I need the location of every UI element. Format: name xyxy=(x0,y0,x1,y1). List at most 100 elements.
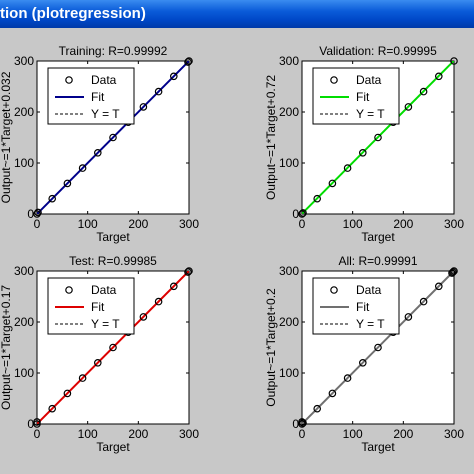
training-x-label: Target xyxy=(96,230,130,244)
all-data-point xyxy=(298,418,306,426)
test-data-point xyxy=(139,313,148,321)
validation-data-point xyxy=(374,133,382,142)
training-title: Training: R=0.99992 xyxy=(59,44,168,58)
all-y-tick-label: 200 xyxy=(279,315,299,329)
validation-fit-line xyxy=(302,61,454,214)
validation-data-point xyxy=(434,72,443,81)
validation-data-point xyxy=(313,194,322,203)
all-x-tick-label: 200 xyxy=(393,427,413,441)
validation-x-tick-label: 200 xyxy=(393,217,413,231)
validation-data-point xyxy=(299,209,307,217)
all-title: All: R=0.99991 xyxy=(338,254,417,268)
test-data-point xyxy=(184,268,192,276)
test-data-point xyxy=(33,418,41,426)
test-series xyxy=(37,271,189,424)
test-data-point xyxy=(109,343,117,352)
training-data-point xyxy=(109,133,117,142)
validation-x-tick-label: 0 xyxy=(299,217,306,231)
test-data-point xyxy=(154,297,163,306)
validation-y-tick-label: 100 xyxy=(279,156,299,170)
validation-x-label: Target xyxy=(361,230,395,244)
all-legend: Data Fit Y = T xyxy=(312,277,400,335)
training-y-tick-label: 300 xyxy=(14,54,34,68)
validation-plot: 0 100 200 300 0 100 200 300 Validation: R=0.9999… xyxy=(264,44,464,244)
training-legend-fit-label: Fit xyxy=(91,90,105,104)
all-x-tick-label: 300 xyxy=(444,427,464,441)
validation-legend: Data Fit Y = T xyxy=(312,67,400,125)
validation-legend-yt-label: Y = T xyxy=(356,107,385,121)
all-plot: 0 100 200 300 0 100 200 300 All: R=0.99991 Target… xyxy=(264,254,464,454)
test-fit-line xyxy=(37,271,189,424)
training-data-point xyxy=(184,58,192,66)
training-series xyxy=(37,61,189,214)
training-y-tick-label: 0 xyxy=(27,207,34,221)
validation-data-point xyxy=(419,87,428,96)
validation-y-tick-label: 300 xyxy=(279,54,299,68)
all-legend-fit-label: Fit xyxy=(356,300,370,314)
validation-data-point xyxy=(450,57,458,65)
test-legend-data-marker xyxy=(65,286,73,294)
training-fit-line xyxy=(37,61,189,214)
training-y-tick-label: 100 xyxy=(14,156,34,170)
validation-legend-data-marker xyxy=(330,76,338,84)
validation-data-point xyxy=(358,149,367,157)
all-data-point xyxy=(313,404,322,413)
test-data-point xyxy=(48,404,57,413)
all-data-point xyxy=(358,358,367,367)
all-y-tick-label: 300 xyxy=(279,264,299,278)
all-y-tick-label: 100 xyxy=(279,366,299,380)
validation-data-point xyxy=(328,179,337,188)
training-x-tick-label: 100 xyxy=(78,217,98,231)
all-series xyxy=(302,271,454,424)
all-x-tick-label: 0 xyxy=(299,427,306,441)
training-legend-yt-label: Y = T xyxy=(91,107,120,121)
all-legend-data-label: Data xyxy=(356,283,382,297)
training-x-tick-label: 300 xyxy=(179,217,199,231)
test-data-point xyxy=(170,282,178,291)
all-data-point xyxy=(299,419,307,427)
all-y-tick-label: 0 xyxy=(292,417,299,431)
all-legend-yt-label: Y = T xyxy=(356,317,385,331)
test-x-label: Target xyxy=(96,440,130,454)
test-legend-yt-label: Y = T xyxy=(91,317,120,331)
test-y-tick-label: 0 xyxy=(27,417,34,431)
test-legend: Data Fit Y = T xyxy=(47,277,135,335)
all-fit-line xyxy=(302,271,454,424)
training-legend-data-marker xyxy=(65,76,73,84)
test-y-tick-label: 300 xyxy=(14,264,34,278)
validation-legend-fit-label: Fit xyxy=(356,90,370,104)
validation-legend-data-label: Data xyxy=(356,73,382,87)
validation-title: Validation: R=0.99995 xyxy=(319,44,437,58)
test-data-point xyxy=(185,267,193,275)
training-data-point xyxy=(48,194,57,203)
training-x-tick-label: 0 xyxy=(34,217,41,231)
all-data-point xyxy=(343,374,352,382)
test-y-tick-label: 200 xyxy=(14,315,34,329)
all-data-point xyxy=(434,282,443,291)
all-data-point xyxy=(404,313,413,321)
training-data-point xyxy=(139,103,148,111)
all-data-point xyxy=(374,343,382,352)
training-data-point xyxy=(34,208,42,217)
all-data-point xyxy=(328,389,337,398)
training-data-point xyxy=(63,179,72,188)
validation-y-label: Output~=1*Target+0.72 xyxy=(264,75,278,200)
validation-y-tick-label: 200 xyxy=(279,105,299,119)
validation-data-point xyxy=(343,164,352,172)
test-plot: 0 100 200 300 0 100 200 300 Test: R=0.99985 Targe… xyxy=(0,254,199,454)
training-data-point xyxy=(33,210,41,218)
all-legend-data-marker xyxy=(330,286,338,294)
training-legend: Data Fit Y = T xyxy=(47,67,135,125)
validation-data-point xyxy=(404,103,413,111)
test-y-tick-label: 100 xyxy=(14,366,34,380)
all-x-label: Target xyxy=(361,440,395,454)
training-y-tick-label: 200 xyxy=(14,105,34,119)
validation-x-tick-label: 100 xyxy=(343,217,363,231)
all-data-point xyxy=(449,268,457,276)
training-data-point xyxy=(170,72,178,81)
test-data-point xyxy=(63,389,72,398)
training-data-point xyxy=(185,57,193,65)
training-data-point xyxy=(94,149,102,157)
window-titlebar[interactable]: tion (plotregression) xyxy=(0,0,474,28)
all-data-point xyxy=(419,297,428,306)
